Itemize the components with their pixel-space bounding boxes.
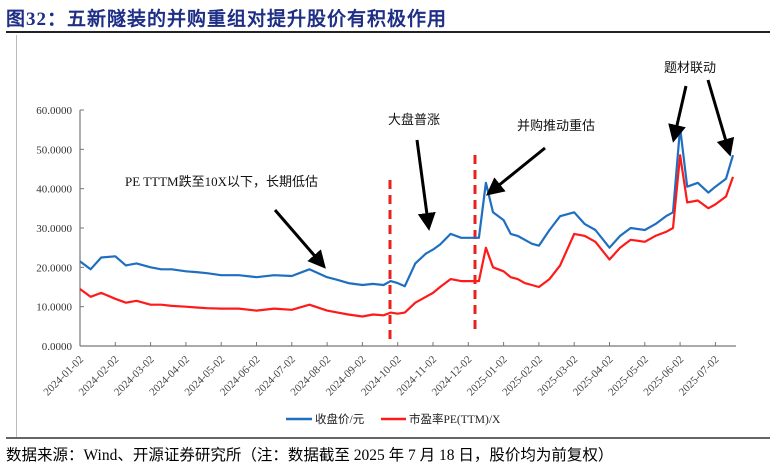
axes: 0.0000 10.0000 20.0000 30.0000 40.0000 50.000… xyxy=(36,105,736,398)
annotation-theme-linkage: 题材联动 xyxy=(664,60,716,75)
pe-line xyxy=(79,154,735,318)
frame-left-border xyxy=(16,35,17,437)
price-line xyxy=(79,126,735,288)
bottom-rule xyxy=(6,437,770,439)
series-lines xyxy=(79,126,735,318)
y-tick-label: 0.0000 xyxy=(42,341,73,353)
annotations: PE TTTM跌至10X以下，长期低估 大盘普涨 并购推动重估 题材联动 xyxy=(125,60,735,269)
annotation-ma-revaluation: 并购推动重估 xyxy=(517,118,595,133)
y-tick-label: 60.0000 xyxy=(36,105,72,117)
arrow-icon xyxy=(273,209,326,269)
arrow-icon xyxy=(485,146,546,196)
vertical-markers xyxy=(388,155,477,340)
legend-label-price: 收盘价/元 xyxy=(315,412,365,426)
arrow-icon xyxy=(706,79,735,157)
legend-label-pe: 市盈率PE(TTM)/X xyxy=(409,412,501,426)
y-tick-label: 40.0000 xyxy=(36,184,72,196)
legend: 收盘价/元 市盈率PE(TTM)/X xyxy=(286,412,501,426)
y-tick-label: 10.0000 xyxy=(36,302,72,314)
line-chart: 0.0000 10.0000 20.0000 30.0000 40.0000 50.000… xyxy=(36,60,736,426)
arrow-icon xyxy=(415,139,436,231)
arrow-icon xyxy=(668,85,688,143)
source-note: 数据来源：Wind、开源证券研究所（注：数据截至 2025 年 7 月 18 日… xyxy=(6,447,614,464)
figure-title: 图32：五新隧装的并购重组对提升股价有积极作用 xyxy=(6,9,448,30)
title-rule xyxy=(6,31,770,33)
y-tick-label: 20.0000 xyxy=(36,262,72,274)
annotation-undervalued: PE TTTM跌至10X以下，长期低估 xyxy=(125,174,318,189)
annotation-market-rally: 大盘普涨 xyxy=(388,112,440,127)
y-tick-label: 30.0000 xyxy=(36,223,72,235)
y-tick-label: 50.0000 xyxy=(36,144,72,156)
